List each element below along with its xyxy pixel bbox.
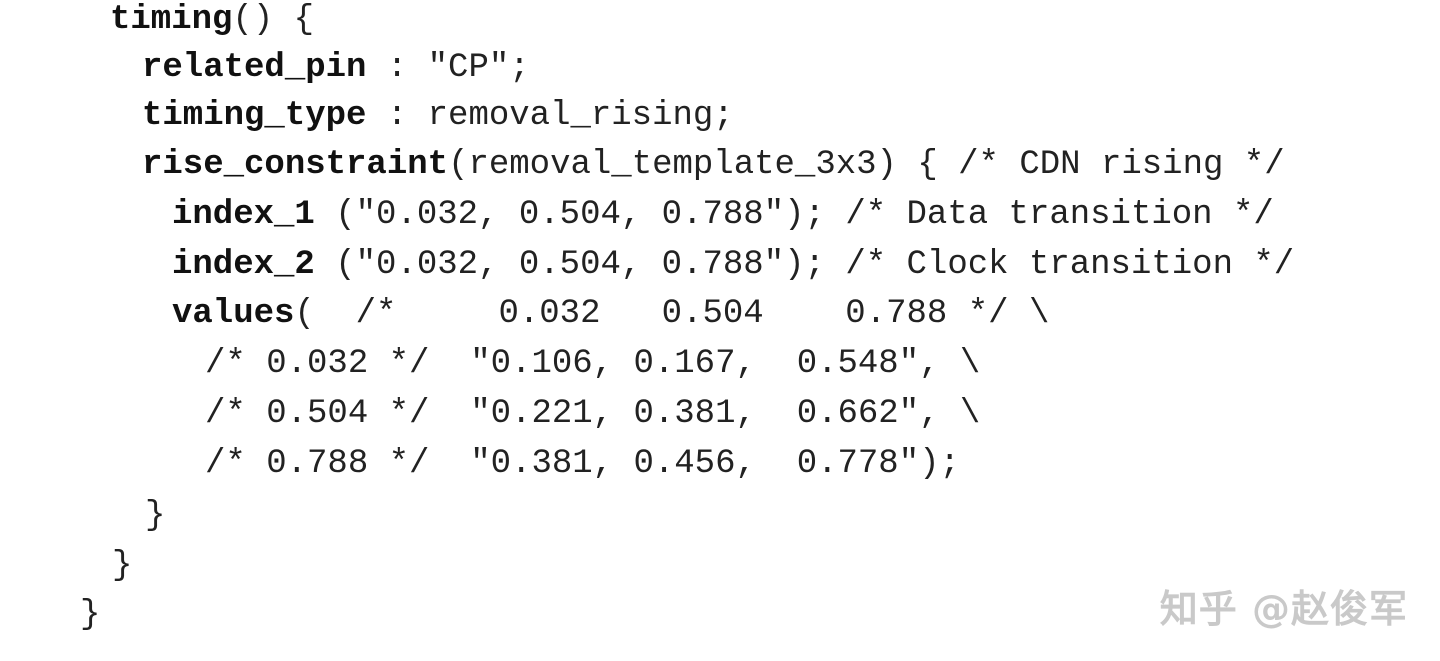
code-text: (removal_template_3x3) { /* CDN rising *… [448, 146, 1285, 184]
code-text: ("0.032, 0.504, 0.788"); /* Data transit… [314, 196, 1274, 234]
code-line-values-row-1: /* 0.032 */ "0.106, 0.167, 0.548", \ [205, 345, 981, 383]
code-text: : removal_rising; [366, 97, 734, 135]
keyword-index-1: index_1 [172, 196, 315, 234]
code-line-index-2: index_2 ("0.032, 0.504, 0.788"); /* Cloc… [172, 245, 1294, 285]
code-text: () { [232, 1, 315, 39]
code-line-close-brace: } [80, 596, 101, 634]
code-line-values-row-3: /* 0.788 */ "0.381, 0.456, 0.778"); [205, 445, 960, 483]
keyword-related-pin: related_pin [142, 49, 367, 87]
keyword-rise-constraint: rise_constraint [142, 146, 449, 184]
keyword-timing-type: timing_type [142, 97, 367, 135]
keyword-index-2: index_2 [172, 246, 315, 284]
code-line-close-brace: } [112, 547, 133, 585]
code-text: : "CP"; [366, 49, 530, 87]
code-line-values-row-2: /* 0.504 */ "0.221, 0.381, 0.662", \ [205, 395, 981, 433]
code-text: ( /* 0.032 0.504 0.788 */ \ [294, 295, 1050, 333]
code-text: ("0.032, 0.504, 0.788"); /* Clock transi… [314, 246, 1295, 284]
code-line-rise-constraint: rise_constraint(removal_template_3x3) { … [142, 145, 1285, 185]
code-line-index-1: index_1 ("0.032, 0.504, 0.788"); /* Data… [172, 195, 1274, 235]
watermark: 知乎 @赵俊军 [1159, 587, 1408, 631]
code-line-timing-type: timing_type : removal_rising; [142, 96, 734, 136]
code-line-values: values( /* 0.032 0.504 0.788 */ \ [172, 294, 1049, 334]
keyword-values: values [172, 295, 295, 333]
keyword-timing: timing [110, 1, 233, 39]
code-line-close-brace: } [145, 497, 166, 535]
code-line-timing: timing() { [110, 0, 314, 40]
code-line-related-pin: related_pin : "CP"; [142, 48, 530, 88]
